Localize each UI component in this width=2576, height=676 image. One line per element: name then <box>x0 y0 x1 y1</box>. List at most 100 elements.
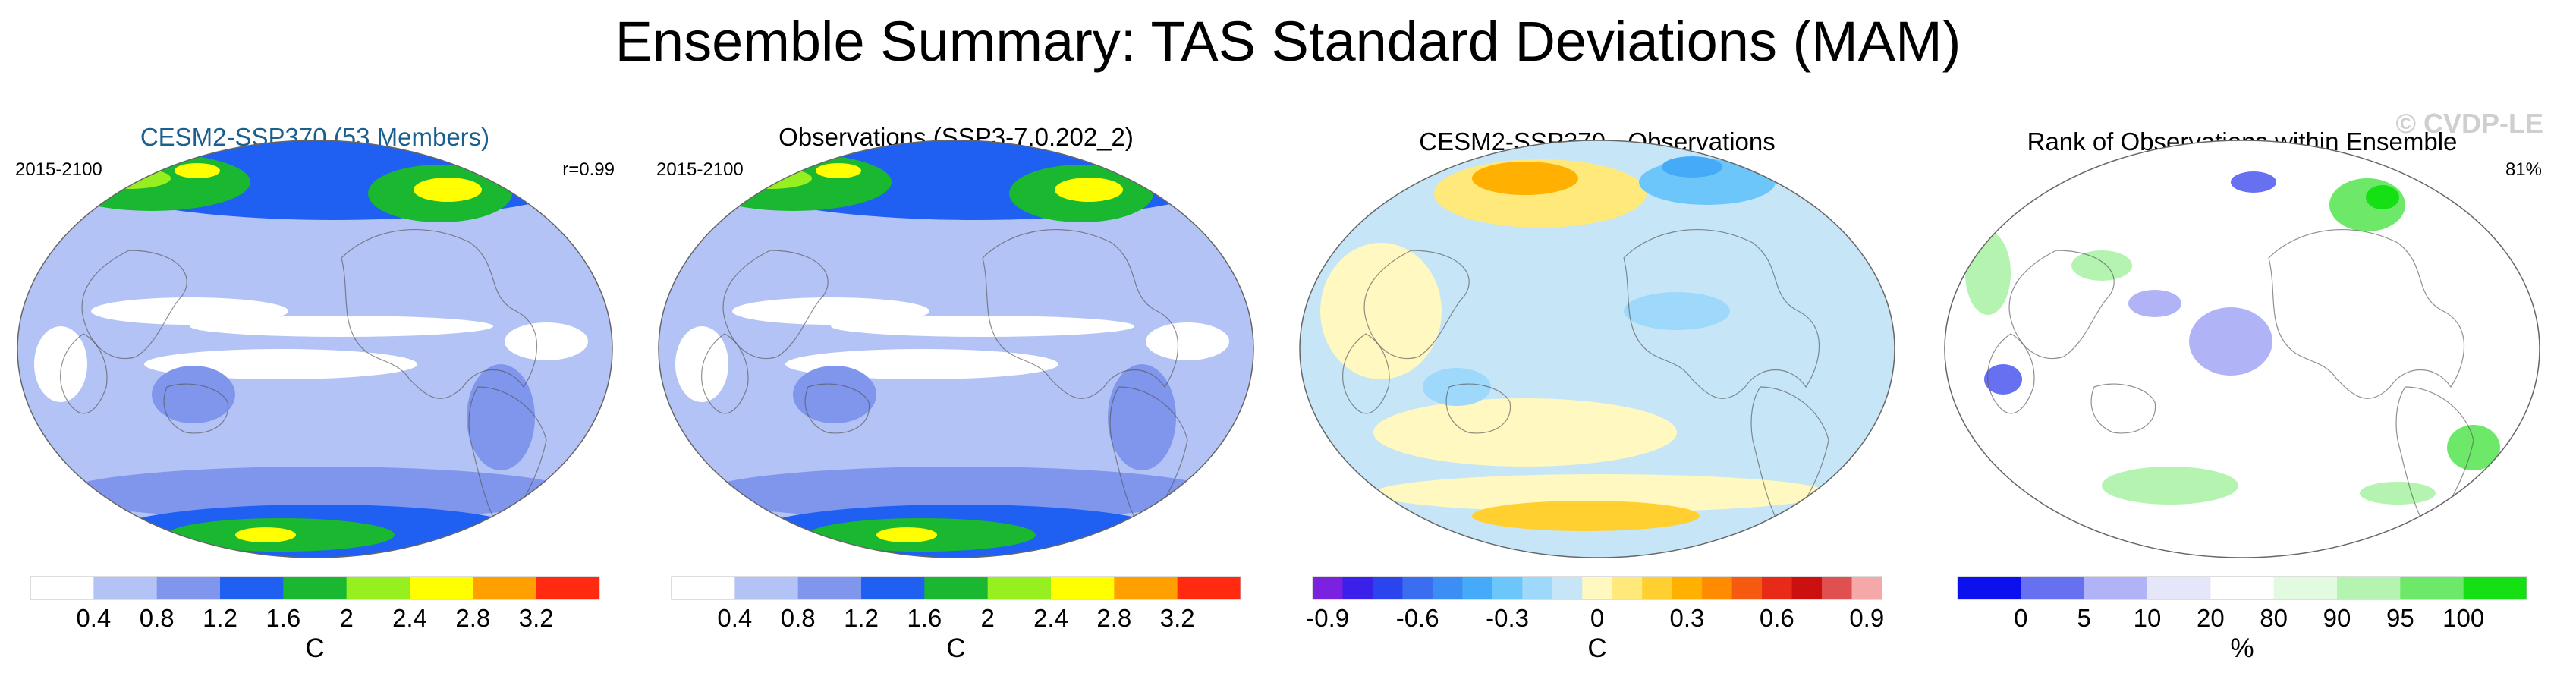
map-plot <box>1299 140 1895 558</box>
colorbar-tick-label: 0.4 <box>76 604 111 632</box>
colorbar-frame <box>1957 576 2527 600</box>
colorbar-tick-label: 20 <box>2197 604 2225 632</box>
colorbar-tick-label: 1.6 <box>266 604 300 632</box>
colorbar-swatch <box>220 577 284 599</box>
colorbar-tick-label: 2.4 <box>392 604 427 632</box>
colorbar-swatch <box>2273 577 2338 599</box>
colorbar-swatch <box>1342 577 1373 599</box>
colorbar-swatch <box>346 577 410 599</box>
colorbar-swatch <box>1313 577 1343 599</box>
colorbar-swatch <box>156 577 221 599</box>
colorbar-tick-label: 0.3 <box>1669 604 1704 632</box>
colorbar-swatch <box>283 577 348 599</box>
south-america-moderate <box>467 364 535 470</box>
colorbar-swatch <box>2463 577 2527 599</box>
atlantic-low <box>505 322 588 360</box>
colorbar-swatch <box>1402 577 1433 599</box>
tropical-pacific-low <box>91 297 288 325</box>
coastline <box>2268 229 2465 399</box>
north-america-peak <box>1055 178 1123 202</box>
colorbar-swatch <box>734 577 799 599</box>
colorbar-unit-label: C <box>305 634 324 663</box>
colorbar-unit-label: % <box>2230 634 2254 663</box>
antarctic-warm-bias <box>1472 501 1700 531</box>
coastline <box>81 250 187 360</box>
colorbar-swatch <box>1552 577 1583 599</box>
antarctic-peak <box>235 527 296 542</box>
colorbar-tick-label: 0 <box>1590 604 1604 632</box>
map-outline <box>658 140 1254 558</box>
north-america-top-rank <box>2366 185 2399 209</box>
indian-ocean-low <box>675 326 728 402</box>
colorbar-tick-label: 90 <box>2323 604 2351 632</box>
south-america-moderate <box>1108 364 1176 470</box>
antarctic-high-rank <box>2360 482 2436 505</box>
colorbar: 0.4 0.8 1.2 1.6 2 2.4 2.8 3.2 C <box>671 576 1241 663</box>
coastline <box>2090 383 2156 434</box>
coastline <box>701 333 749 414</box>
coastline <box>2008 250 2115 360</box>
coastline <box>1363 250 1470 360</box>
colorbar-swatch <box>1958 577 2021 599</box>
australia-cold-patch <box>1423 368 1491 406</box>
map-outline <box>17 140 613 558</box>
tropical-cold-patch <box>1624 292 1730 330</box>
chart-panel: Observations (SSP3-7.0.202_2) 2015-2100 0.… <box>641 114 1271 675</box>
colorbar-swatch <box>2400 577 2464 599</box>
colorbar-swatch <box>1492 577 1523 599</box>
colorbar-swatch <box>2084 577 2148 599</box>
colorbar-unit-label: C <box>946 634 965 663</box>
siberia-peak <box>816 163 861 178</box>
pacific-low-rank-ring <box>2189 307 2272 376</box>
colorbar-swatch <box>672 577 735 599</box>
colorbar-swatch <box>924 577 989 599</box>
southern-ocean-high-rank <box>2102 467 2238 505</box>
colorbar-swatch <box>1612 577 1643 599</box>
period-label: 2015-2100 <box>656 159 744 180</box>
colorbar-swatch <box>1582 577 1613 599</box>
map-plot <box>17 140 613 558</box>
colorbar-tick-label: 0.4 <box>717 604 752 632</box>
colorbar-tick-label: 100 <box>2442 604 2484 632</box>
colorbar-tick-label: 2 <box>980 604 994 632</box>
coastline <box>804 383 870 434</box>
equatorial-low-rank <box>2128 290 2181 317</box>
coastline <box>341 229 538 399</box>
colorbar: -0.9 -0.6 -0.3 0 0.3 0.6 0.9 C <box>1306 576 1884 663</box>
coastline <box>722 250 829 360</box>
australia-moderate <box>793 366 876 423</box>
colorbar-swatch <box>1791 577 1823 599</box>
colorbar-tick-label: 0 <box>2014 604 2027 632</box>
colorbar-tick-label: -0.6 <box>1396 604 1439 632</box>
period-label: 2015-2100 <box>15 159 102 180</box>
colorbar-swatch <box>1822 577 1853 599</box>
asia-high-rank <box>2071 250 2132 281</box>
colorbar-tick-label: 0.6 <box>1760 604 1794 632</box>
colorbar-swatch <box>2210 577 2275 599</box>
colorbar-frame <box>1312 576 1882 600</box>
colorbar-tick-label: 0.9 <box>1849 604 1884 632</box>
colorbar: 0.4 0.8 1.2 1.6 2 2.4 2.8 3.2 C <box>30 576 600 663</box>
australia-moderate <box>152 366 235 423</box>
colorbar-swatch <box>1702 577 1733 599</box>
map-outline <box>1299 140 1895 558</box>
tropical-pacific-low <box>732 297 929 325</box>
colorbar-swatch <box>797 577 862 599</box>
colorbar-tick-label: 1.6 <box>907 604 942 632</box>
watermark: © CVDP-LE <box>2395 108 2543 139</box>
colorbar-swatch <box>1762 577 1793 599</box>
southern-ocean-moderate <box>702 467 1218 520</box>
southern-ocean-warm-bias <box>1373 474 1829 512</box>
atlantic-low <box>1146 322 1229 360</box>
equatorial-low-band <box>831 316 1134 337</box>
colorbar-swatch <box>1672 577 1703 599</box>
colorbar-tick-label: 2.8 <box>1096 604 1131 632</box>
colorbar-swatch <box>1522 577 1553 599</box>
north-america-peak <box>414 178 482 202</box>
indian-ocean-low <box>34 326 87 402</box>
colorbar-tick-label: -0.3 <box>1486 604 1529 632</box>
southern-ocean-moderate <box>61 467 577 520</box>
field-background <box>17 140 612 558</box>
colorbar-swatch <box>1114 577 1178 599</box>
colorbar-swatch <box>1432 577 1463 599</box>
